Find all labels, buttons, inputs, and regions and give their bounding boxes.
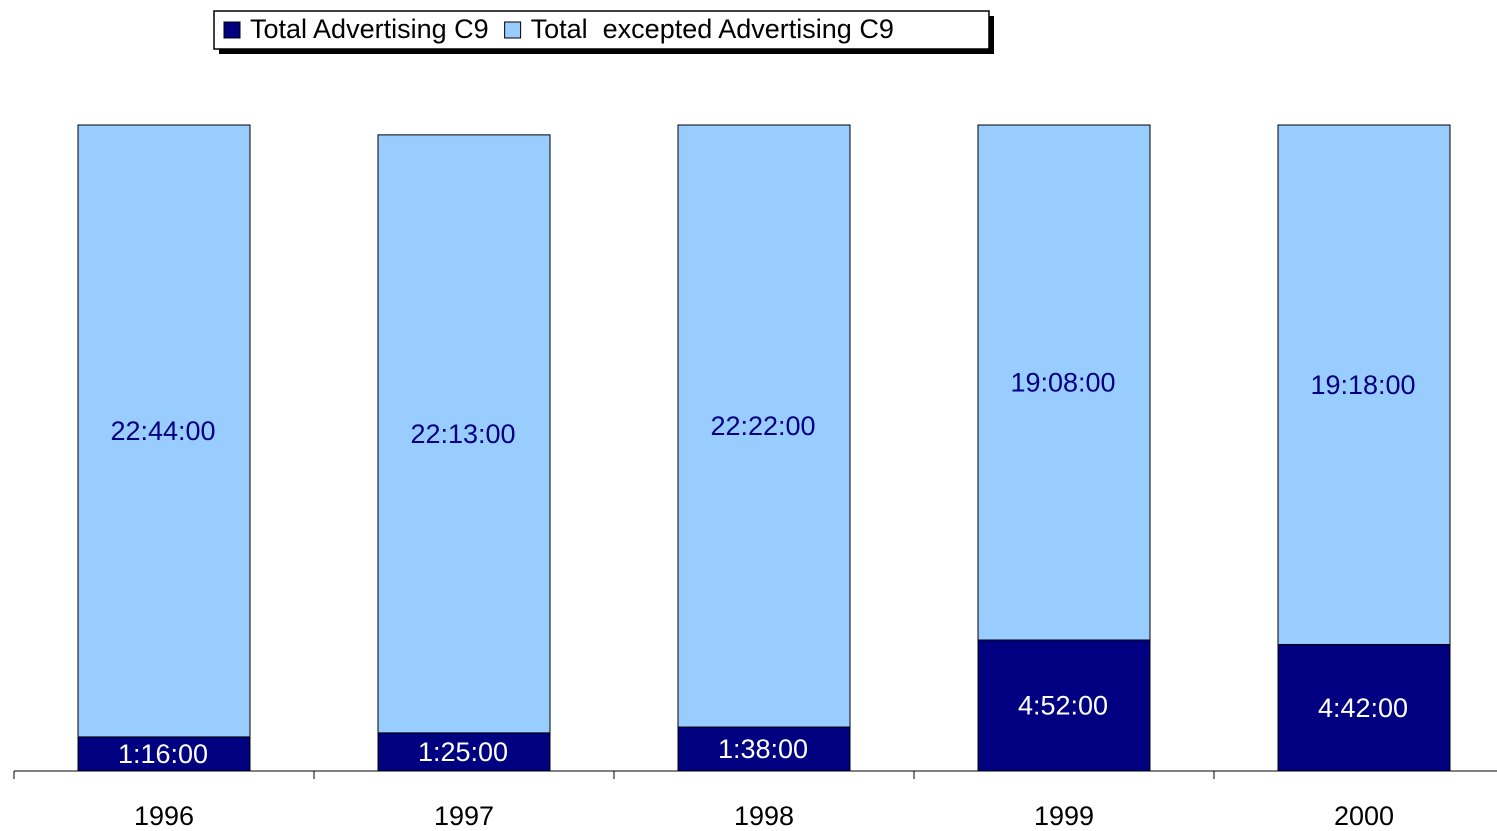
legend-swatch xyxy=(504,21,522,39)
data-label: 22:22:00 xyxy=(710,411,815,441)
x-tick-label: 1998 xyxy=(734,801,794,831)
data-label: 4:52:00 xyxy=(1018,691,1108,721)
x-tick-label: 1996 xyxy=(134,801,194,831)
legend-box xyxy=(213,10,990,50)
x-tick-label: 2000 xyxy=(1334,801,1394,831)
data-label: 4:42:00 xyxy=(1318,693,1408,723)
bar-segment xyxy=(377,134,551,734)
data-label: 1:38:00 xyxy=(718,734,808,764)
data-label: 19:08:00 xyxy=(1010,368,1115,398)
data-label: 22:44:00 xyxy=(110,416,215,446)
data-label: 1:16:00 xyxy=(118,739,208,769)
legend-label: Total excepted Advertising C9 xyxy=(531,14,894,44)
data-label: 22:13:00 xyxy=(410,419,515,449)
data-label: 19:18:00 xyxy=(1310,370,1415,400)
bar-segment xyxy=(1277,124,1451,645)
legend-label: Total Advertising C9 xyxy=(250,14,489,44)
data-label: 1:25:00 xyxy=(418,737,508,767)
bar-segment xyxy=(677,124,851,728)
x-tick-label: 1999 xyxy=(1034,801,1094,831)
bar-segment xyxy=(977,124,1151,641)
bar-segment xyxy=(1277,643,1451,772)
x-tick-label: 1997 xyxy=(434,801,494,831)
legend-swatch xyxy=(223,21,241,39)
bar-segment xyxy=(977,639,1151,772)
bar-segment xyxy=(77,124,251,738)
